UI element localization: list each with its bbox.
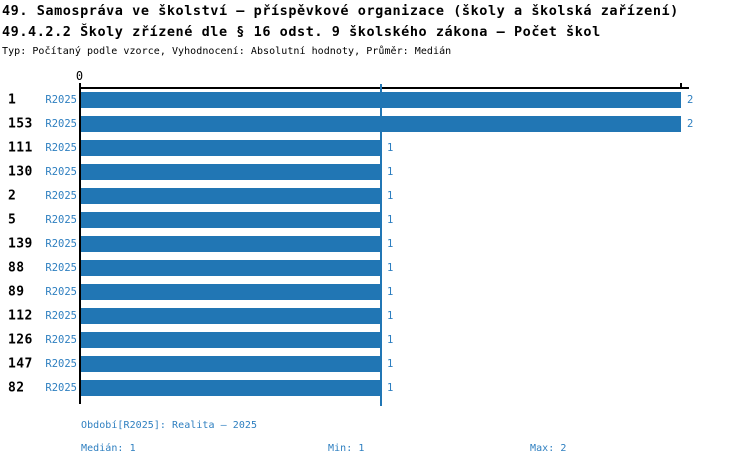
- row-series-label: R2025: [45, 190, 77, 202]
- y-axis-line: [79, 83, 81, 404]
- bar: [81, 140, 381, 156]
- bar: [81, 116, 681, 132]
- row-series-label: R2025: [45, 358, 77, 370]
- bar: [81, 380, 381, 396]
- row-category-label: 130: [8, 164, 33, 180]
- row-series-label: R2025: [45, 382, 77, 394]
- bar: [81, 164, 381, 180]
- row-series-label: R2025: [45, 238, 77, 250]
- page-subtitle: 49.4.2.2 Školy zřízené dle § 16 odst. 9 …: [2, 24, 601, 40]
- bar: [81, 260, 381, 276]
- row-category-label: 89: [8, 284, 25, 300]
- bar-row: 1 R2025 2: [0, 88, 750, 112]
- row-category-label: 112: [8, 308, 33, 324]
- period-legend: Období[R2025]: Realita – 2025: [81, 420, 258, 431]
- row-category-label: 5: [8, 212, 17, 228]
- row-category-label: 2: [8, 188, 17, 204]
- bar: [81, 356, 381, 372]
- bar-row: 2 R2025 1: [0, 184, 750, 208]
- stat-median: Medián: 1: [81, 443, 136, 454]
- row-series-label: R2025: [45, 118, 77, 130]
- stat-max: Max: 2: [530, 443, 567, 454]
- bar-value-label: 2: [687, 94, 694, 106]
- bar-value-label: 1: [387, 358, 394, 370]
- bar: [81, 92, 681, 108]
- bar-row: 139 R2025 1: [0, 232, 750, 256]
- bar-row: 82 R2025 1: [0, 376, 750, 400]
- bar-row: 111 R2025 1: [0, 136, 750, 160]
- bar-value-label: 1: [387, 190, 394, 202]
- row-series-label: R2025: [45, 142, 77, 154]
- row-category-label: 111: [8, 140, 33, 156]
- row-series-label: R2025: [45, 286, 77, 298]
- row-category-label: 147: [8, 356, 33, 372]
- row-series-label: R2025: [45, 334, 77, 346]
- page-title: 49. Samospráva ve školství – příspěvkové…: [2, 3, 679, 19]
- row-category-label: 82: [8, 380, 25, 396]
- bar-value-label: 1: [387, 310, 394, 322]
- row-category-label: 1: [8, 92, 17, 108]
- row-series-label: R2025: [45, 262, 77, 274]
- bar-value-label: 1: [387, 262, 394, 274]
- bar-row: 5 R2025 1: [0, 208, 750, 232]
- bar-value-label: 2: [687, 118, 694, 130]
- bar: [81, 332, 381, 348]
- bar: [81, 212, 381, 228]
- bar-row: 147 R2025 1: [0, 352, 750, 376]
- bar-row: 126 R2025 1: [0, 328, 750, 352]
- stat-min: Min: 1: [328, 443, 365, 454]
- bar-value-label: 1: [387, 214, 394, 226]
- row-series-label: R2025: [45, 94, 77, 106]
- bar-value-label: 1: [387, 142, 394, 154]
- row-category-label: 153: [8, 116, 33, 132]
- bar: [81, 308, 381, 324]
- bar-row: 153 R2025 2: [0, 112, 750, 136]
- bar: [81, 284, 381, 300]
- row-series-label: R2025: [45, 214, 77, 226]
- bar-row: 130 R2025 1: [0, 160, 750, 184]
- x-axis-line: [79, 87, 689, 89]
- row-category-label: 88: [8, 260, 25, 276]
- bar-value-label: 1: [387, 382, 394, 394]
- bar-value-label: 1: [387, 238, 394, 250]
- bar-row: 88 R2025 1: [0, 256, 750, 280]
- gridline-x1: [380, 84, 382, 406]
- bar-row: 112 R2025 1: [0, 304, 750, 328]
- bar: [81, 236, 381, 252]
- row-category-label: 139: [8, 236, 33, 252]
- row-category-label: 126: [8, 332, 33, 348]
- row-series-label: R2025: [45, 166, 77, 178]
- chart-meta-info: Typ: Počítaný podle vzorce, Vyhodnocení:…: [2, 46, 452, 57]
- row-series-label: R2025: [45, 310, 77, 322]
- x-axis-tick-label-zero: 0: [75, 69, 84, 83]
- bar-value-label: 1: [387, 286, 394, 298]
- bar-value-label: 1: [387, 334, 394, 346]
- bar-row: 89 R2025 1: [0, 280, 750, 304]
- bar-chart: 1 R2025 2 153 R2025 2 111 R2025 1 130 R2025 1 2 R2025…: [0, 88, 750, 400]
- bar-value-label: 1: [387, 166, 394, 178]
- x-axis-tick-max: [680, 83, 682, 88]
- bar: [81, 188, 381, 204]
